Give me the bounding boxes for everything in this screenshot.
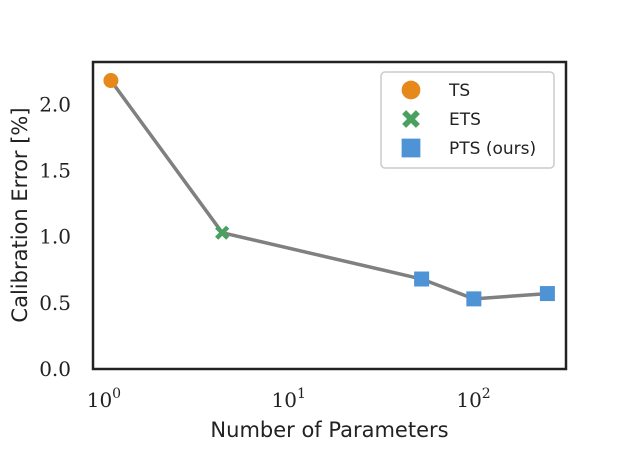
legend-marker-1-stroke — [402, 110, 420, 128]
legend-label: PTS (ours) — [449, 139, 536, 159]
y-tick-label: 0.5 — [39, 291, 71, 315]
x-tick-label: 101 — [272, 386, 306, 412]
y-tick-label: 0.0 — [39, 357, 71, 381]
legend-marker-1 — [402, 110, 420, 128]
y-tick-label: 2.0 — [39, 92, 71, 116]
legend-label: TS — [448, 81, 470, 101]
legend: TS ETS PTS (ours) — [380, 71, 555, 169]
point-ets-0 — [215, 225, 230, 240]
legend-label: ETS — [449, 110, 481, 130]
point-ts-0 — [103, 73, 119, 89]
y-tick-label: 1.5 — [39, 159, 71, 183]
x-axis-label: Number of Parameters — [210, 418, 448, 442]
point-pts-ours-1 — [466, 291, 482, 307]
legend-marker-2 — [401, 138, 421, 158]
point-ets-0-stroke — [215, 225, 230, 240]
point-pts-ours-2 — [539, 286, 555, 302]
x-tick-label: 100 — [87, 386, 121, 412]
y-tick-label: 1.0 — [39, 225, 71, 249]
legend-marker-0 — [401, 80, 421, 100]
y-axis-label: Calibration Error [%] — [8, 107, 32, 322]
plot-frame — [91, 60, 568, 371]
x-tick-label: 102 — [456, 386, 490, 412]
point-pts-ours-0 — [414, 271, 430, 287]
legend-box — [380, 71, 555, 169]
